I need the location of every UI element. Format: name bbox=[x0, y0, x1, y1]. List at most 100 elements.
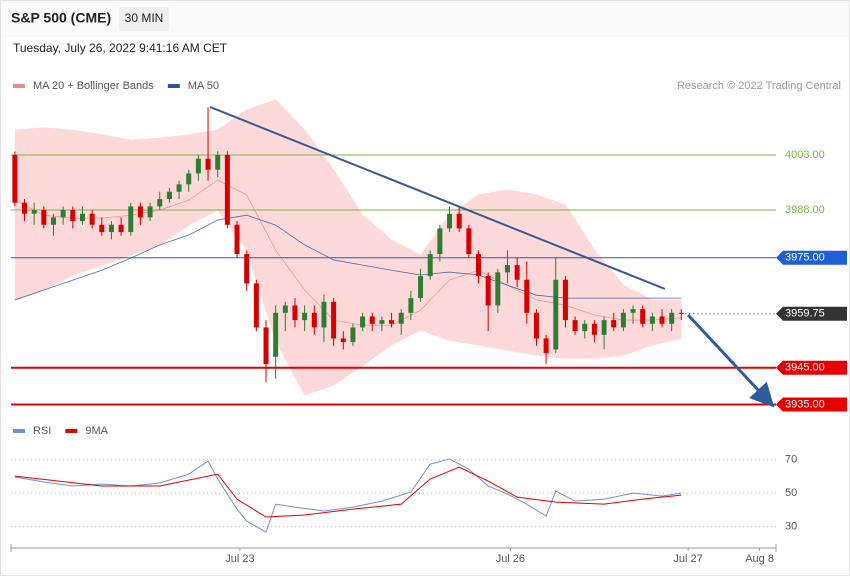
level-label: 3945.00 bbox=[785, 362, 825, 374]
candle-body bbox=[292, 305, 298, 321]
candle-body bbox=[41, 210, 47, 225]
legend-label: MA 20 + Bollinger Bands bbox=[33, 80, 154, 92]
candle-body bbox=[659, 316, 665, 324]
candle-body bbox=[398, 312, 404, 324]
legend-swatch bbox=[65, 429, 78, 433]
candle-body bbox=[99, 224, 105, 233]
candle-body bbox=[224, 155, 230, 225]
candle-body bbox=[601, 320, 607, 335]
candle-body bbox=[147, 206, 153, 218]
legend-swatch bbox=[13, 84, 25, 88]
candle-body bbox=[427, 254, 433, 277]
candle-body bbox=[340, 338, 346, 343]
candle-body bbox=[186, 173, 192, 185]
candle-body bbox=[89, 213, 95, 225]
trend-line bbox=[687, 313, 775, 408]
candle-body bbox=[118, 224, 124, 233]
candle-body bbox=[611, 320, 617, 328]
candle-body bbox=[31, 210, 37, 214]
candle-body bbox=[514, 265, 520, 280]
level-label: 4003.00 bbox=[785, 149, 825, 161]
candle-body bbox=[640, 309, 646, 324]
candle-body bbox=[70, 210, 76, 222]
level-label: 3935.00 bbox=[785, 398, 825, 410]
level-label-box bbox=[776, 397, 847, 412]
trend-line bbox=[209, 106, 666, 290]
x-tick-label: Jul 27 bbox=[673, 553, 702, 565]
candle-body bbox=[524, 279, 530, 313]
candle-body bbox=[321, 301, 327, 328]
y-tick-label: 30 bbox=[785, 521, 797, 533]
candle-body bbox=[389, 320, 395, 324]
candle-body bbox=[195, 158, 201, 174]
candle-body bbox=[504, 265, 510, 273]
interval-box[interactable] bbox=[119, 7, 169, 31]
candle-body bbox=[12, 155, 18, 203]
indicator-line bbox=[14, 466, 682, 518]
level-label-box bbox=[776, 306, 847, 321]
indicator-line bbox=[14, 458, 682, 533]
level-label: 3959.75 bbox=[785, 308, 825, 320]
candle-body bbox=[205, 158, 211, 170]
candle-body bbox=[157, 199, 163, 207]
candle-body bbox=[244, 254, 250, 284]
level-label: 3988.00 bbox=[785, 204, 825, 216]
candle-body bbox=[360, 316, 366, 328]
candle-body bbox=[273, 312, 279, 357]
candle-body bbox=[263, 327, 269, 365]
candle-body bbox=[466, 228, 472, 255]
candle-body bbox=[234, 224, 240, 255]
candle-body bbox=[418, 276, 424, 299]
bollinger-lower bbox=[14, 209, 682, 396]
candle-body bbox=[350, 327, 356, 343]
candle-body bbox=[137, 206, 143, 218]
candle-body bbox=[79, 213, 85, 222]
level-label: 3975.00 bbox=[785, 252, 825, 264]
legend-swatch bbox=[13, 429, 25, 433]
candle-body bbox=[543, 338, 549, 354]
timestamp: Tuesday, July 26, 2022 9:41:16 AM CET bbox=[13, 41, 228, 55]
candle-body bbox=[108, 224, 114, 233]
candle-body bbox=[533, 312, 539, 339]
candle-body bbox=[311, 312, 317, 328]
candle-body bbox=[553, 279, 559, 350]
candle-body bbox=[302, 312, 308, 321]
interval[interactable]: 30 MIN bbox=[125, 11, 164, 25]
level-label-box bbox=[776, 250, 847, 265]
bollinger-band bbox=[14, 100, 682, 395]
candle-body bbox=[495, 272, 501, 306]
candle-body bbox=[369, 316, 375, 324]
candle-body bbox=[60, 210, 66, 218]
candle-body bbox=[485, 276, 491, 306]
candle-body bbox=[649, 316, 655, 324]
candle-body bbox=[22, 202, 28, 214]
candle-body bbox=[669, 312, 675, 324]
candle-body bbox=[572, 320, 578, 332]
candle-body bbox=[128, 206, 134, 233]
x-tick-label: Jul 23 bbox=[225, 553, 254, 565]
candle-body bbox=[678, 312, 684, 314]
candle-body bbox=[408, 298, 414, 313]
candle-body bbox=[331, 301, 337, 339]
x-tick-label: Jul 26 bbox=[496, 553, 525, 565]
title: S&P 500 (CME) bbox=[11, 10, 111, 26]
credit: Research © 2022 Trading Central bbox=[677, 80, 841, 92]
candle-body bbox=[591, 323, 597, 335]
y-tick-label: 70 bbox=[785, 453, 797, 465]
candle-body bbox=[253, 283, 259, 328]
candle-body bbox=[379, 320, 385, 324]
candle-body bbox=[166, 191, 172, 200]
candle-body bbox=[51, 217, 56, 225]
candle-body bbox=[476, 254, 481, 277]
candle-body bbox=[282, 305, 288, 313]
legend-label: MA 50 bbox=[188, 80, 219, 92]
candle-body bbox=[620, 312, 626, 328]
legend-label: 9MA bbox=[85, 425, 108, 437]
candle-body bbox=[215, 155, 221, 170]
candle-body bbox=[437, 228, 443, 255]
candle-body bbox=[456, 213, 462, 229]
y-tick-label: 50 bbox=[785, 487, 797, 499]
candle-body bbox=[582, 323, 588, 332]
candle-body bbox=[447, 213, 453, 229]
